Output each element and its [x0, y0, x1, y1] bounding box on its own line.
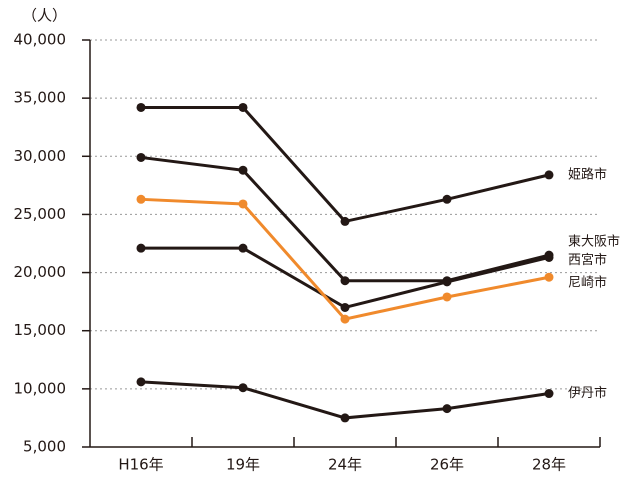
point — [136, 152, 146, 162]
point — [136, 377, 146, 387]
series-line — [140, 380, 550, 420]
point — [238, 383, 248, 393]
x-tick-label: 26年 — [430, 456, 464, 474]
point — [442, 292, 452, 302]
y-tick-label: 35,000 — [14, 89, 67, 107]
x-tick-label: 28年 — [532, 456, 566, 474]
point — [340, 413, 350, 423]
point — [340, 314, 350, 324]
y-tick-label: 40,000 — [14, 31, 67, 49]
point — [544, 252, 554, 262]
point — [136, 102, 146, 112]
y-tick-label: 10,000 — [14, 379, 67, 397]
point — [136, 243, 146, 253]
point — [238, 199, 248, 209]
point — [442, 404, 452, 414]
point — [442, 277, 452, 287]
x-tick-label: 24年 — [328, 456, 362, 474]
y-tick-label: 20,000 — [14, 263, 67, 281]
point — [238, 243, 248, 253]
point — [544, 389, 554, 399]
series-label: 尼崎市 — [568, 275, 607, 291]
point — [238, 165, 248, 175]
point — [340, 276, 350, 286]
point — [544, 272, 554, 282]
point — [136, 194, 146, 204]
point — [544, 170, 554, 180]
x-tick-label: 19年 — [226, 456, 260, 474]
point — [340, 216, 350, 226]
y-tick-label: 25,000 — [14, 205, 67, 223]
point — [442, 194, 452, 204]
series-label: 東大阪市 — [568, 234, 620, 250]
x-tick-label: H16年 — [118, 456, 163, 474]
y-tick-label: 15,000 — [14, 321, 67, 339]
y-tick-label: 30,000 — [14, 147, 67, 165]
series-label: 姫路市 — [568, 166, 607, 182]
y-tick-label: 5,000 — [23, 438, 66, 456]
series-label: 伊丹市 — [568, 385, 607, 401]
point — [340, 302, 350, 312]
y-unit-label: （人） — [22, 7, 67, 25]
series-label: 西宮市 — [568, 252, 607, 268]
point — [238, 102, 248, 112]
